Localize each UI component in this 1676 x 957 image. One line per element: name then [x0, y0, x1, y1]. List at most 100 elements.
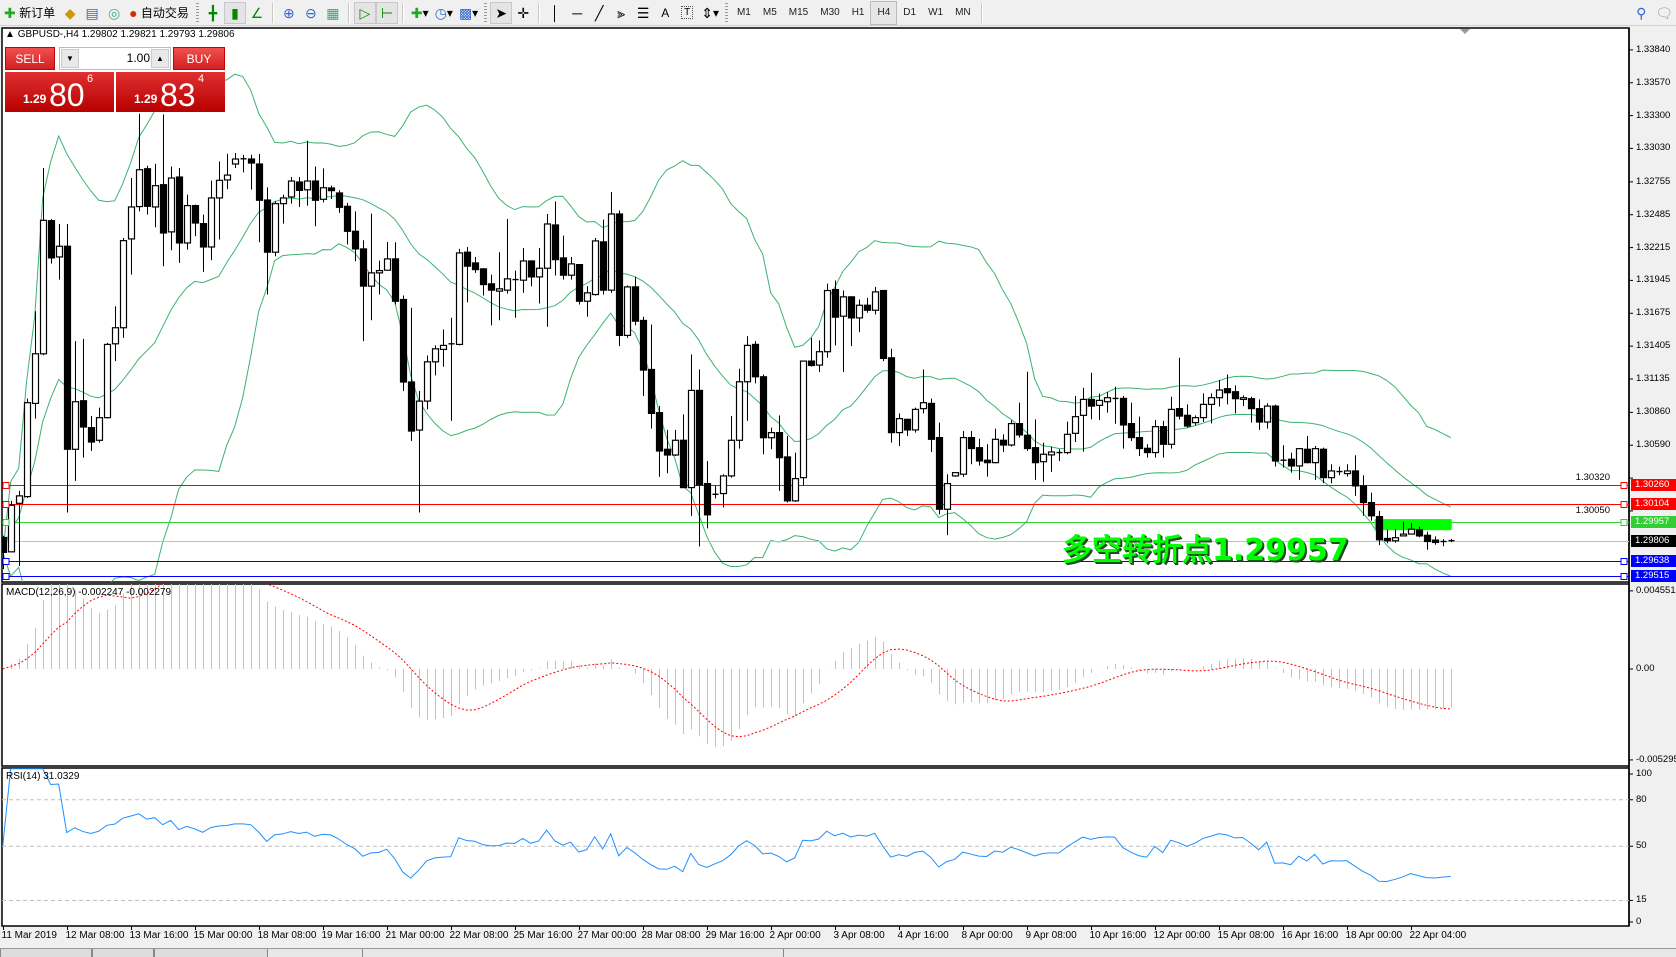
search-button[interactable]: ⚲ [1630, 2, 1652, 24]
candle-body [743, 344, 752, 383]
line-chart-button[interactable]: ∠ [246, 2, 268, 24]
buy-button[interactable]: BUY [173, 47, 225, 70]
candle [807, 337, 816, 367]
new-order-button[interactable]: ✚ 新订单 [0, 2, 59, 24]
crosshair-button[interactable]: ✛ [512, 2, 534, 24]
timeframe-mn[interactable]: MN [955, 7, 971, 18]
candle [879, 289, 888, 362]
timeframe-h4[interactable]: H4 [870, 0, 898, 25]
text-label-button[interactable]: T [676, 2, 698, 24]
zoom-out-button[interactable]: ⊖ [300, 2, 322, 24]
candle-body [1351, 470, 1360, 487]
timeframe-m1[interactable]: M1 [736, 7, 751, 18]
arrows-button[interactable]: ⇕ ▾ [701, 4, 719, 21]
candle [655, 405, 664, 477]
candle [471, 256, 480, 273]
timeframe-m30[interactable]: M30 [820, 7, 840, 18]
toolbar-grip[interactable] [724, 2, 728, 23]
price-tick-label: 1.30320 [1575, 472, 1610, 484]
candle-body [479, 268, 488, 286]
candle-body [127, 206, 136, 240]
indicators-button[interactable]: ✚ ▾ [410, 4, 429, 21]
candle-body [391, 258, 400, 302]
chart-shift-marker-icon [1460, 29, 1470, 34]
sell-price-button[interactable]: 1.29 80 6 [5, 72, 114, 112]
candle-body [119, 240, 128, 329]
candlestick-button[interactable]: ▮ [223, 1, 246, 24]
price-tick-label: 1.33840 [1636, 43, 1671, 55]
rsi-tick-label: 80 [1636, 793, 1647, 805]
candle-body [335, 192, 344, 208]
separator [980, 2, 983, 23]
buy-price-button[interactable]: 1.29 83 4 [116, 72, 225, 112]
candle [671, 429, 680, 456]
tile-windows-button[interactable]: ▦ [322, 2, 344, 24]
timeframe-m15[interactable]: M15 [788, 7, 809, 18]
candle [663, 429, 672, 474]
chart-tab[interactable] [362, 949, 784, 957]
toolbar-grip[interactable] [484, 2, 488, 23]
price-panel [1, 27, 1630, 583]
candle [1336, 466, 1343, 476]
auto-scroll-button[interactable]: ▷ [353, 1, 376, 24]
candle-body [287, 180, 296, 198]
bar-chart-button[interactable]: ╋ [202, 2, 224, 24]
candle [775, 415, 784, 491]
chart-shift-button[interactable]: ⊢ [375, 1, 398, 24]
candle [1151, 419, 1160, 458]
timeframe-h1[interactable]: H1 [851, 7, 865, 18]
text-button[interactable]: A [654, 2, 676, 24]
candle-body [1039, 453, 1048, 463]
lot-value[interactable]: 1.00 [126, 51, 150, 65]
timeframe-d1[interactable]: D1 [903, 7, 917, 18]
horizontal-line-button[interactable]: ─ [566, 2, 588, 24]
candle-body [1431, 539, 1440, 544]
fibonacci-button[interactable]: ☰ [632, 2, 654, 24]
sell-button[interactable]: SELL [5, 47, 55, 70]
separator [347, 2, 350, 23]
candle-body [159, 184, 168, 234]
candle-body [167, 177, 176, 233]
timeframe-m5[interactable]: M5 [762, 7, 777, 18]
equidistant-channel-button[interactable]: ⫸ [610, 2, 632, 24]
candle-body [1007, 423, 1016, 446]
lot-increase-button[interactable]: ▲ [151, 49, 169, 68]
zoom-in-button[interactable]: ⊕ [278, 2, 300, 24]
vertical-line-button[interactable]: │ [544, 2, 566, 24]
candle [1327, 464, 1336, 484]
candle [199, 214, 208, 272]
toolbar-grip[interactable] [195, 2, 199, 23]
timeframe-w1[interactable]: W1 [928, 7, 944, 18]
candle-body [935, 436, 944, 510]
collapse-triangle-icon[interactable]: ▲ [5, 29, 15, 40]
candle [1263, 403, 1272, 429]
chart-tab[interactable] [0, 949, 92, 957]
chat-button[interactable]: 🗨 [1652, 2, 1676, 24]
candle-body [143, 168, 152, 207]
lot-size-input[interactable]: ▼ 1.00 ▲ [59, 47, 171, 70]
candle [1295, 448, 1304, 480]
lot-decrease-button[interactable]: ▼ [61, 49, 79, 68]
candle [1247, 396, 1256, 423]
candle [343, 202, 352, 245]
chart-tab[interactable] [92, 949, 154, 957]
candle [71, 341, 80, 481]
candle [407, 307, 416, 442]
trendline-button[interactable]: ╱ [588, 2, 610, 24]
templates-button[interactable]: ▩ ▾ [458, 4, 479, 21]
pivot-annotation[interactable]: 多空转折点1.29957 [1062, 533, 1349, 568]
periods-button[interactable]: ◷ ▾ [434, 4, 453, 21]
candle [903, 418, 912, 437]
metaeditor-button[interactable]: ◆ [59, 2, 81, 24]
signals-button[interactable]: ◎ [103, 2, 125, 24]
cursor-button[interactable]: ➤ [490, 1, 513, 24]
bollinger-middle-line [2, 194, 1451, 553]
auto-scroll-icon: ▷ [359, 4, 371, 21]
market-watch-button[interactable]: ▤ [81, 2, 103, 24]
auto-trading-button[interactable]: ● 自动交易 [125, 2, 193, 24]
candle-body [327, 187, 336, 192]
time-label: 16 Apr 16:00 [1281, 930, 1339, 941]
chart-tab[interactable] [154, 949, 268, 957]
candle [999, 434, 1008, 452]
